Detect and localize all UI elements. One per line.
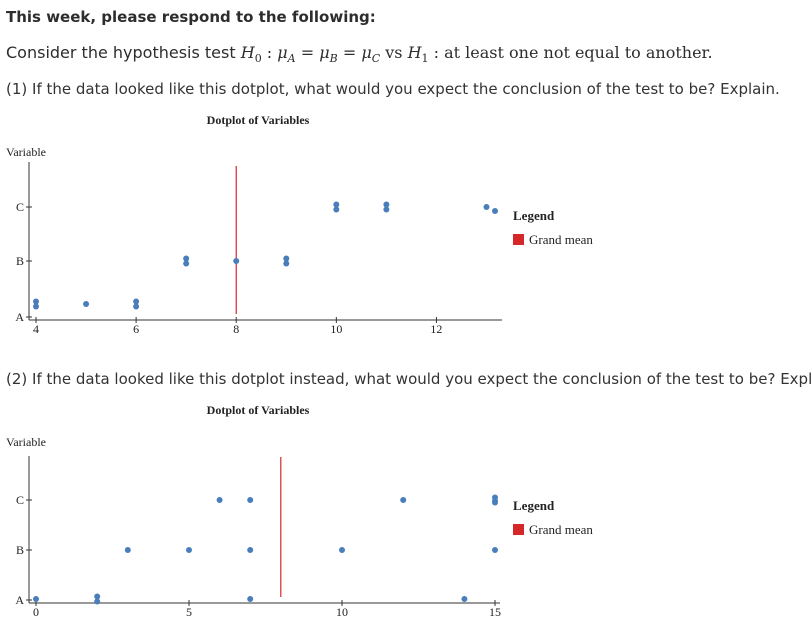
y-tick-label-a: A — [15, 593, 24, 607]
x-tick-label-8: 8 — [233, 322, 239, 336]
dot-a-14-1 — [461, 596, 468, 602]
mu-c-subscript: C — [371, 52, 381, 66]
h0-subscript: 0 — [254, 52, 262, 66]
hypothesis-prefix: Consider the hypothesis test — [6, 43, 236, 62]
dotplot-chart-2: Dotplot of Variables Variable A B C 0 5 10 15 Leg… — [6, 403, 593, 619]
dot-b-15-1 — [492, 547, 498, 553]
x-tick-label-5: 5 — [186, 605, 192, 619]
dot-c-10-2 — [333, 201, 340, 208]
dot-a-7-1 — [247, 596, 254, 602]
y-axis-label: Variable — [6, 145, 46, 159]
mu-b-subscript: B — [329, 52, 338, 66]
dot-a-5-1 — [83, 301, 90, 307]
legend-swatch-grand-mean — [513, 234, 524, 245]
dot-c-11-2 — [383, 201, 390, 208]
dot-c-6-1 — [216, 497, 223, 503]
x-tick-label-12: 12 — [430, 322, 442, 336]
hypothesis-statement: Consider the hypothesis test H0 : μA = μ… — [6, 43, 713, 65]
dot-c-7-1 — [247, 497, 254, 503]
dot-a-6-1 — [133, 303, 140, 310]
dotplot-chart-1: Dotplot of Variables Variable A B C 4 6 8 10 12 Le… — [6, 113, 593, 336]
y-tick-label-b: B — [16, 254, 24, 268]
dot-c-10-1 — [333, 206, 340, 213]
page-heading: This week, please respond to the followi… — [6, 8, 376, 26]
dot-a-2-1 — [94, 598, 101, 605]
dot-b-9-1 — [283, 260, 290, 267]
legend-item-grand-mean: Grand mean — [529, 232, 593, 247]
legend-swatch-grand-mean — [513, 524, 524, 535]
dot-c-11-1 — [383, 206, 390, 213]
dot-b-8-1 — [233, 258, 240, 264]
dot-a-6-2 — [133, 298, 140, 305]
legend-dot-icon — [492, 208, 498, 214]
x-tick-label-10: 10 — [336, 605, 348, 619]
dot-b-7-1 — [247, 547, 254, 553]
mu-a: μ — [277, 43, 288, 62]
chart-title: Dotplot of Variables — [207, 113, 310, 127]
equals-2: = — [342, 43, 357, 62]
y-tick-label-b: B — [16, 543, 24, 557]
colon-2: : — [433, 43, 440, 62]
equals-1: = — [300, 43, 315, 62]
dot-b-7-1 — [183, 260, 190, 267]
x-tick-label-4: 4 — [33, 322, 39, 336]
dot-a-2-2 — [94, 593, 101, 600]
x-tick-label-0: 0 — [33, 605, 39, 619]
dot-b-9-2 — [283, 255, 290, 262]
y-tick-label-c: C — [16, 200, 24, 214]
mu-b: μ — [319, 43, 330, 62]
colon-1: : — [266, 43, 273, 62]
dot-c-13-1 — [483, 204, 490, 210]
mu-a-subscript: A — [287, 52, 296, 66]
dot-c-12-1 — [400, 497, 407, 503]
hypothesis-formula: H0 : μA = μB = μC vs H1 : at least one n… — [240, 43, 713, 66]
dot-b-7-2 — [183, 255, 190, 262]
y-axis-label: Variable — [6, 435, 46, 449]
dot-a-4-1 — [33, 303, 39, 310]
x-tick-label-15: 15 — [489, 605, 501, 619]
dot-b-5-1 — [186, 547, 192, 553]
legend-dot-icon — [492, 498, 498, 504]
h1-subscript: 1 — [421, 52, 429, 66]
h0-symbol: H — [240, 43, 255, 62]
vs-text: vs — [385, 43, 403, 62]
chart-title: Dotplot of Variables — [207, 403, 310, 417]
y-tick-label-c: C — [16, 493, 24, 507]
dot-a-0-1 — [33, 596, 39, 602]
question-1: (1) If the data looked like this dotplot… — [6, 80, 780, 98]
y-tick-label-a: A — [15, 310, 24, 324]
x-tick-label-6: 6 — [133, 322, 139, 336]
dot-b-3-1 — [124, 547, 131, 553]
h1-symbol: H — [407, 43, 422, 62]
alternative-text: at least one not equal to another. — [444, 43, 713, 62]
question-2: (2) If the data looked like this dotplot… — [6, 370, 812, 388]
dot-b-10-1 — [339, 547, 345, 553]
dot-a-4-2 — [33, 298, 39, 305]
legend-item-grand-mean: Grand mean — [529, 522, 593, 537]
x-tick-label-10: 10 — [330, 322, 342, 336]
mu-c: μ — [361, 43, 372, 62]
legend-title: Legend — [513, 208, 555, 223]
legend-title: Legend — [513, 498, 555, 513]
